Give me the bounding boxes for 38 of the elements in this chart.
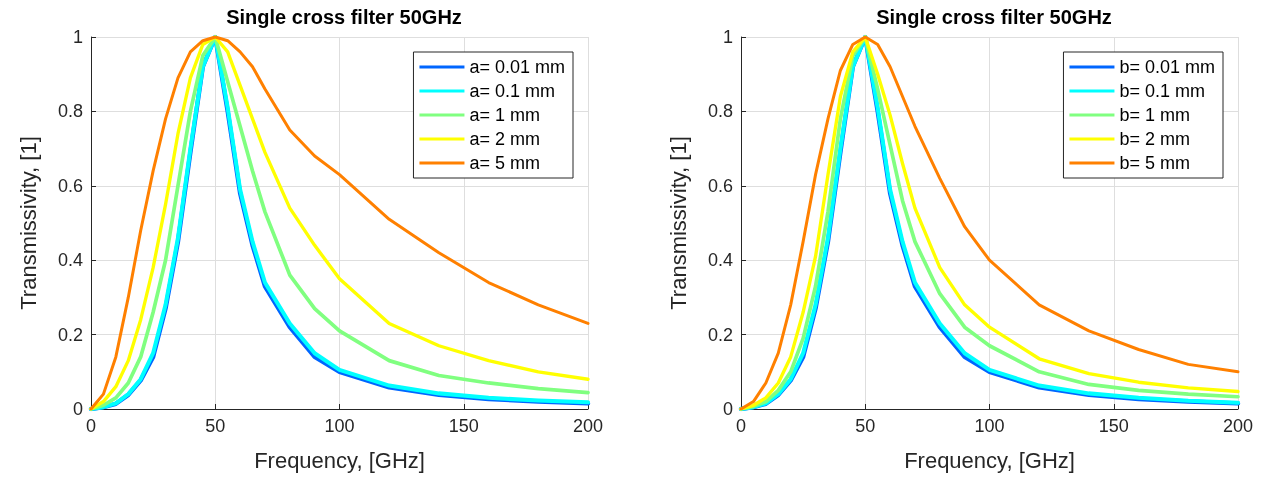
legend-label: a= 0.1 mm (469, 81, 555, 101)
y-tick-label: 0.6 (57, 175, 83, 196)
x-axis-title: Frequency, [GHz] (904, 447, 1075, 473)
x-tick-label: 100 (974, 416, 1005, 436)
x-tick-label: 200 (572, 416, 604, 436)
x-tick-label: 50 (855, 416, 876, 436)
y-tick-label: 0.2 (707, 324, 733, 345)
y-tick-label: 0.2 (57, 324, 83, 345)
y-tick-label: 0.6 (707, 175, 733, 196)
x-tick-label: 150 (448, 416, 479, 436)
x-tick-label: 50 (205, 416, 226, 436)
y-axis-title: Transmissivity, [1] (665, 136, 691, 310)
legend-label: a= 0.01 mm (469, 57, 565, 77)
legend-label: a= 2 mm (469, 129, 540, 149)
y-tick-label: 0.4 (57, 250, 83, 271)
x-tick-label: 0 (85, 416, 97, 436)
chart-title: Single cross filter 50GHz (876, 6, 1112, 28)
legend-label: a= 1 mm (469, 105, 540, 125)
y-tick-label: 1 (722, 27, 733, 47)
y-tick-label: 0.8 (707, 101, 733, 122)
x-tick-label: 200 (1222, 416, 1254, 436)
legend-label: b= 2 mm (1119, 129, 1190, 149)
legend-label: b= 1 mm (1119, 105, 1190, 125)
legend-label: b= 0.1 mm (1119, 81, 1205, 101)
x-axis-title: Frequency, [GHz] (254, 447, 425, 473)
y-tick-label: 0 (72, 399, 83, 419)
chart-title: Single cross filter 50GHz (226, 6, 462, 28)
y-tick-label: 0.8 (57, 101, 83, 122)
legend-label: b= 5 mm (1119, 153, 1190, 173)
x-tick-label: 150 (1098, 416, 1129, 436)
x-tick-label: 100 (324, 416, 355, 436)
y-tick-label: 1 (72, 27, 83, 47)
y-tick-label: 0.4 (707, 250, 733, 271)
legend-label: b= 0.01 mm (1119, 57, 1215, 77)
y-axis-title: Transmissivity, [1] (15, 136, 41, 310)
legend-label: a= 5 mm (469, 153, 540, 173)
x-tick-label: 0 (735, 416, 747, 436)
y-tick-label: 0 (722, 399, 733, 419)
